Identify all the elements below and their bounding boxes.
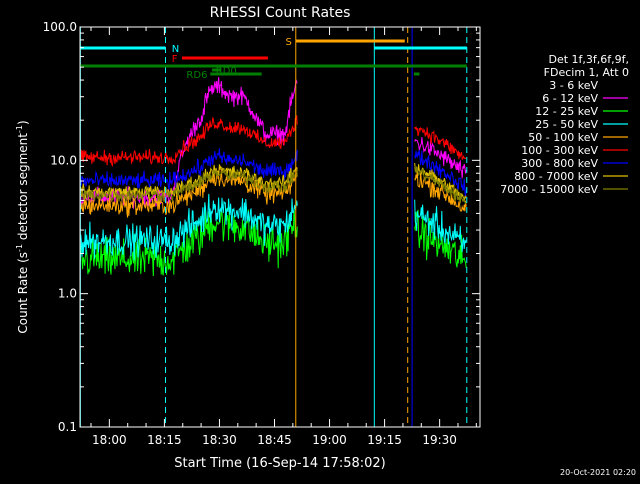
- legend-label-6: 300 - 800 keV: [521, 157, 598, 170]
- y-axis-label: Count Rate (s-1 detector segment-1): [15, 120, 30, 333]
- series-line-5-part1: [79, 115, 298, 168]
- legend-label-2: 12 - 25 keV: [535, 105, 598, 118]
- y-axis-label-end: ): [16, 120, 30, 125]
- series-line-1-part2: [414, 137, 467, 179]
- y-tick-label-2: 1.0: [58, 287, 77, 301]
- series-line-2-part1: [79, 206, 298, 277]
- legend-label-1: 6 - 12 keV: [542, 92, 598, 105]
- y-tick-label-0: 100.0: [43, 20, 77, 34]
- series-line-8-part2: [414, 165, 467, 205]
- x-tick-label-0: 18:00: [92, 433, 127, 447]
- series-line-3-part2: [414, 199, 467, 252]
- y-axis-label-sup: -1: [15, 244, 24, 252]
- series-line-6-part1: [79, 148, 298, 190]
- plot-frame: [79, 26, 481, 428]
- series-line-4-part2: [414, 171, 467, 212]
- series-line-4-part1: [79, 167, 298, 218]
- series-line-6-part2: [414, 149, 467, 198]
- x-tick-label-5: 19:15: [367, 433, 402, 447]
- y-axis-label-sup2: -1: [15, 125, 24, 133]
- legend-header-0: Det 1f,3f,6f,9f,: [548, 53, 629, 66]
- legend-label-4: 50 - 100 keV: [528, 131, 598, 144]
- chart-title: RHESSI Count Rates: [210, 5, 351, 21]
- x-tick-label-4: 19:00: [312, 433, 347, 447]
- legend-label-5: 100 - 300 keV: [521, 144, 598, 157]
- axes: 18:00 18:15 18:30 18:45 19:00 19:15 19:30 100.0…: [43, 20, 480, 447]
- y-tick-label-3: 0.1: [58, 420, 77, 434]
- flag-label-0: N: [172, 44, 179, 55]
- data-layer: [79, 51, 467, 282]
- series-line-3-part1: [79, 193, 298, 261]
- flag-label-2: S: [286, 37, 292, 48]
- timestamp: 20-Oct-2021 02:20: [560, 468, 636, 477]
- series-line-7-part1: [79, 164, 298, 200]
- legend-label-8: 7000 - 15000 keV: [500, 183, 598, 196]
- flag-bars: N S F RD0 RD6: [80, 37, 467, 81]
- x-tick-label-3: 18:45: [257, 433, 292, 447]
- legend-label-0: 3 - 6 keV: [549, 79, 598, 92]
- x-tick-label-1: 18:15: [147, 433, 182, 447]
- legend-header-1: FDecim 1, Att 0: [544, 66, 629, 79]
- y-axis-label-main: Count Rate (s: [16, 252, 30, 334]
- legend-label-3: 25 - 50 keV: [535, 118, 598, 131]
- y-tick-label-1: 10.0: [50, 153, 77, 167]
- flag-label-6: RD6: [186, 70, 207, 81]
- x-tick-label-2: 18:30: [202, 433, 237, 447]
- legend: Det 1f,3f,6f,9f,FDecim 1, Att 03 - 6 keV…: [500, 53, 629, 196]
- y-axis-label-rest: detector segment: [16, 133, 30, 244]
- series-line-5-part2: [414, 125, 467, 160]
- flag-label-3: F: [172, 54, 178, 65]
- series-line-2-part2: [414, 209, 467, 269]
- series-line-8-part1: [79, 167, 298, 203]
- legend-label-7: 800 - 7000 keV: [514, 170, 598, 183]
- x-tick-label-6: 19:30: [422, 433, 457, 447]
- x-axis-label: Start Time (16-Sep-14 17:58:02): [174, 456, 385, 471]
- flag-label-5: RD0: [216, 66, 237, 77]
